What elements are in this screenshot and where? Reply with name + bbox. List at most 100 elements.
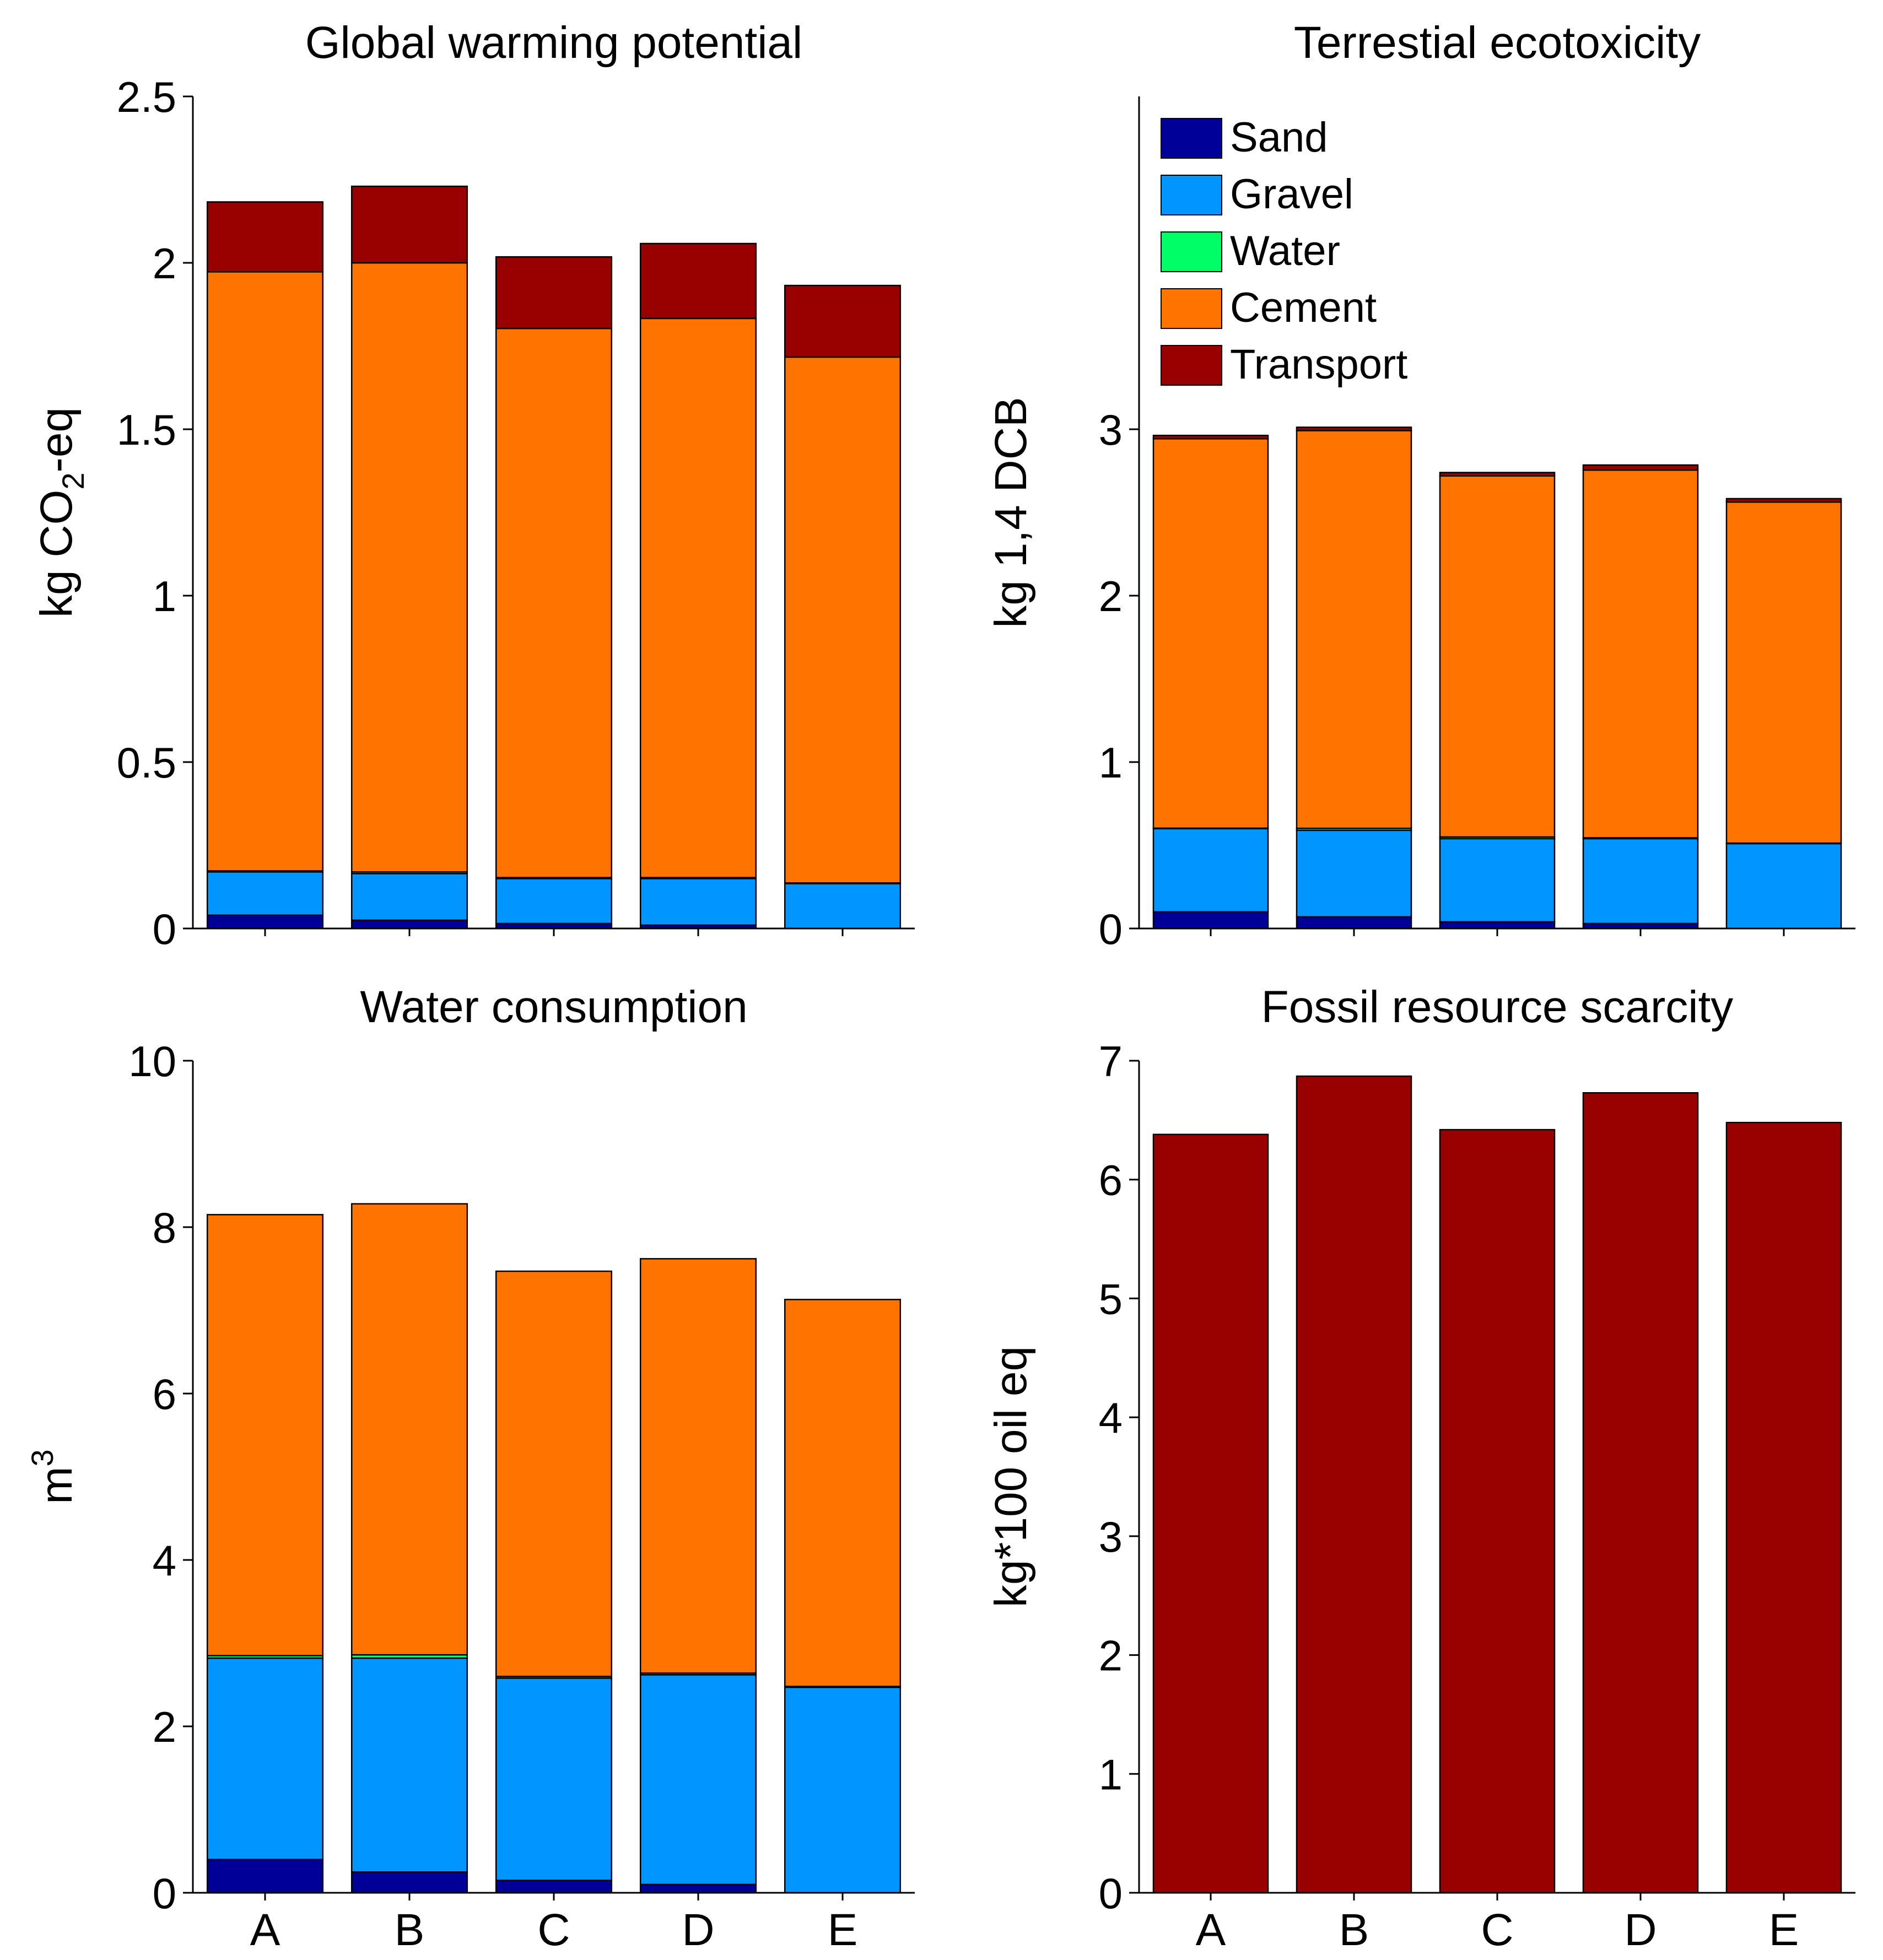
chart-title: Global warming potential: [305, 18, 802, 68]
bar-sand-B: [350, 1871, 468, 1894]
legend-label-water: Water: [1230, 228, 1340, 274]
y-tick-label: 3: [1099, 1513, 1123, 1561]
bar-gravel-A: [206, 1657, 324, 1860]
y-tick-label: 3: [1099, 406, 1123, 454]
x-tick-label: A: [1196, 1905, 1226, 1955]
x-tick-label: C: [1481, 1905, 1513, 1955]
bar-cement-A: [206, 271, 324, 872]
bar-gravel-B: [1296, 829, 1412, 918]
y-axis-label-main: kg*100 oil eq: [986, 1346, 1036, 1607]
bar-cement-B: [350, 1203, 468, 1656]
y-tick-label: 2.5: [117, 73, 176, 121]
chart-panel-3: Water consumption A B C D E 0 2 4 6 8 10 m3: [25, 982, 915, 1955]
y-tick-label: 2: [153, 239, 176, 288]
y-tick-label: 1: [1099, 738, 1123, 787]
bar-sand-B: [350, 919, 468, 930]
bar-transport-A: [1152, 434, 1269, 440]
x-tick-label: B: [395, 1905, 425, 1955]
y-axis-label-main: m: [31, 1466, 82, 1504]
bar-transport-B: [350, 185, 468, 264]
y-axis-label: kg*100 oil eq: [986, 1346, 1036, 1607]
y-tick-label: 1: [153, 572, 176, 620]
x-tick-label: C: [537, 1905, 570, 1955]
y-tick-label: 4: [153, 1536, 176, 1585]
y-tick-label: 2: [1099, 572, 1123, 620]
bar-gravel-B: [350, 1657, 468, 1873]
y-tick-label: 7: [1099, 1037, 1123, 1086]
legend-label-cement: Cement: [1230, 284, 1377, 331]
bar-cement-E: [784, 1299, 902, 1687]
bar-cement-A: [1152, 438, 1269, 829]
y-tick-label: 0: [1099, 905, 1123, 953]
y-axis-label-superscript: 3: [25, 1449, 60, 1466]
bar-sand-A: [206, 1859, 324, 1894]
x-tick-label: A: [250, 1905, 280, 1955]
bar-transport-B: [1296, 426, 1412, 431]
x-tick-label: B: [1339, 1905, 1369, 1955]
bar-sand-A: [1152, 911, 1269, 930]
legend-swatch-water: [1161, 231, 1222, 272]
y-tick-label: 0: [153, 1869, 176, 1918]
y-tick-label: 0: [1099, 1869, 1123, 1918]
bar-cement-B: [1296, 430, 1412, 829]
bar-cement-D: [1582, 469, 1699, 839]
y-tick-label: 6: [1099, 1156, 1123, 1205]
bar-transport-E: [784, 284, 902, 358]
x-tick-label: D: [1624, 1905, 1657, 1955]
bar-sand-C: [1439, 921, 1556, 930]
y-tick-label: 4: [1099, 1394, 1123, 1442]
bar-cement-C: [495, 327, 613, 878]
y-tick-label: 5: [1099, 1275, 1123, 1323]
bar-transport-E: [1725, 498, 1842, 503]
y-tick-label: 8: [153, 1203, 176, 1252]
x-tick-label: E: [828, 1905, 858, 1955]
y-tick-label: 1.5: [117, 406, 176, 454]
chart-panel-2: Terrestial ecotoxicity 0 1 2 3 kg 1,4 DCB Sand…: [986, 18, 1855, 953]
y-tick-label: 1: [1099, 1750, 1123, 1799]
legend-swatch-sand: [1161, 118, 1222, 159]
chart-panel-4: Fossil resource scarcity A B C D E 0 1 2 3 4 5 6 7 kg*…: [986, 982, 1855, 1955]
y-axis-label: m3: [25, 1449, 82, 1504]
bar-cement-A: [206, 1214, 324, 1656]
bar-gravel-A: [206, 871, 324, 916]
bar-gravel-C: [1439, 838, 1556, 923]
x-tick-label: E: [1769, 1905, 1799, 1955]
bar-transport-D: [1582, 1092, 1699, 1894]
y-tick-label: 2: [153, 1703, 176, 1751]
bar-cement-C: [1439, 475, 1556, 838]
bar-transport-C: [1439, 1129, 1556, 1894]
bar-gravel-D: [639, 1674, 757, 1886]
y-tick-label: 6: [153, 1370, 176, 1418]
chart-title: Fossil resource scarcity: [1261, 982, 1734, 1032]
y-tick-label: 0: [153, 905, 176, 953]
bar-cement-C: [495, 1270, 613, 1677]
chart-panel-1: Global warming potential 0 0.5 1 1.5 2 2.5 kg C…: [31, 18, 915, 953]
bar-sand-D: [639, 1883, 757, 1894]
y-tick-label: 10: [128, 1037, 176, 1086]
bar-sand-B: [1296, 916, 1412, 930]
bar-cement-E: [784, 356, 902, 884]
y-axis-label-main: kg 1,4 DCB: [986, 397, 1036, 628]
bar-gravel-E: [1725, 843, 1842, 930]
y-axis-label: kg 1,4 DCB: [986, 397, 1036, 628]
bar-transport-B: [1296, 1075, 1412, 1894]
bar-gravel-A: [1152, 828, 1269, 913]
bar-gravel-B: [350, 873, 468, 921]
bar-transport-A: [1152, 1133, 1269, 1894]
y-tick-label: 2: [1099, 1632, 1123, 1680]
bar-transport-D: [1582, 464, 1699, 471]
legend-swatch-gravel: [1161, 175, 1222, 215]
chart-title: Water consumption: [360, 982, 747, 1032]
y-axis-label-tail: -eq: [31, 407, 82, 473]
bar-cement-D: [639, 1258, 757, 1674]
bar-transport-C: [495, 256, 613, 330]
legend-label-transport: Transport: [1230, 341, 1407, 388]
bar-gravel-E: [784, 1686, 902, 1894]
legend-swatch-cement: [1161, 288, 1222, 329]
legend-swatch-transport: [1161, 345, 1222, 386]
legend: Sand Gravel Water Cement Transport: [1161, 114, 1407, 388]
legend-label-gravel: Gravel: [1230, 171, 1353, 218]
bar-transport-A: [206, 201, 324, 273]
bar-sand-A: [206, 914, 324, 930]
